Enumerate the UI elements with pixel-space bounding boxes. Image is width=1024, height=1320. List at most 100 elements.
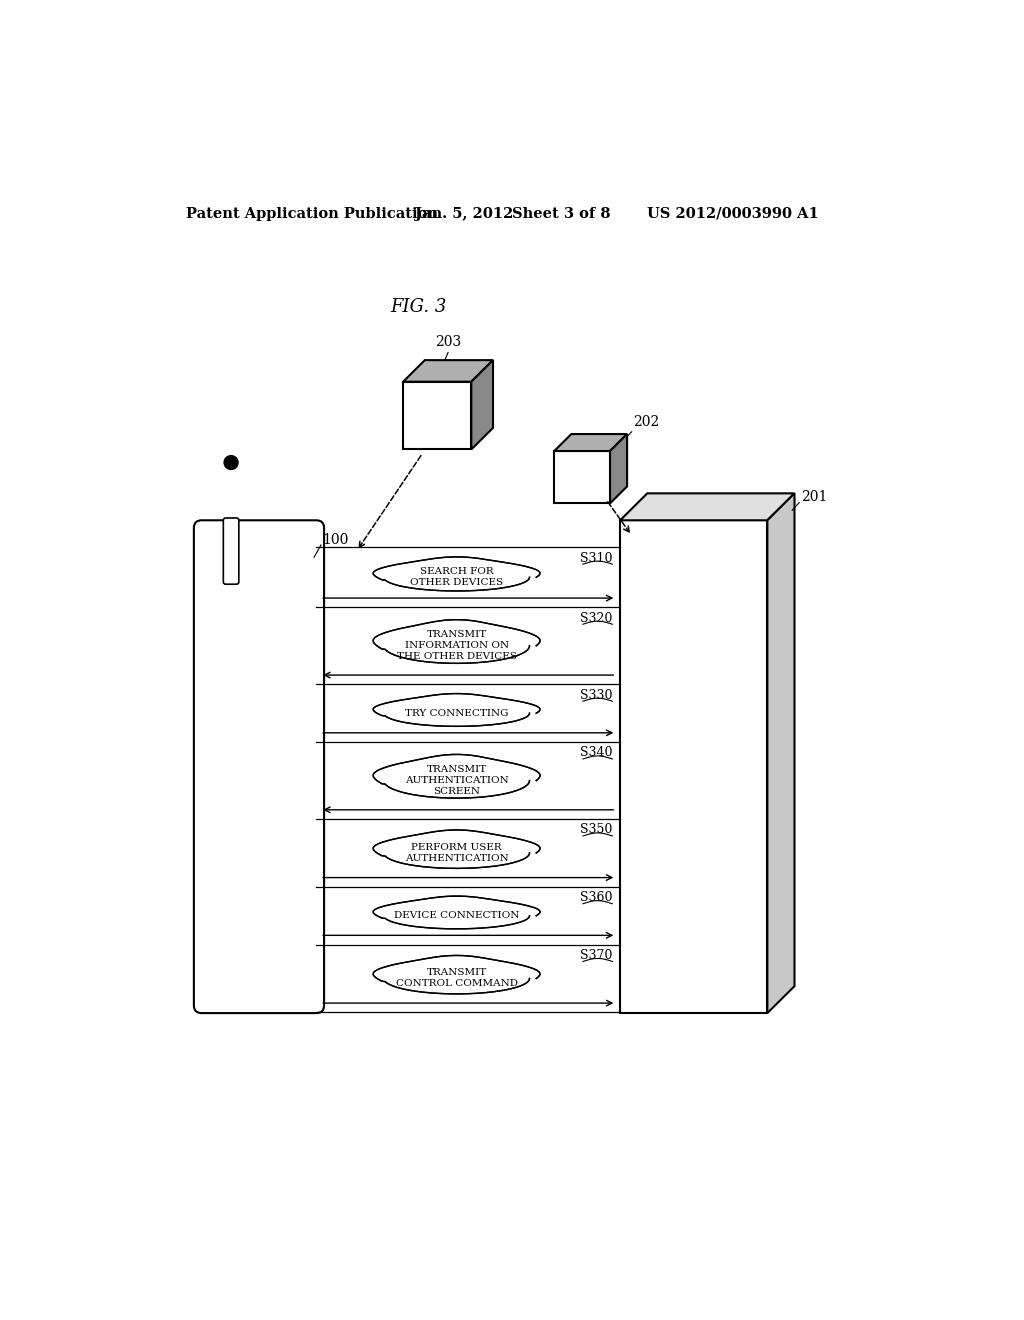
- Polygon shape: [554, 451, 610, 503]
- Ellipse shape: [434, 837, 479, 854]
- Polygon shape: [373, 830, 540, 869]
- Ellipse shape: [392, 702, 521, 725]
- Text: TRANSMIT
INFORMATION ON
THE OTHER DEVICES: TRANSMIT INFORMATION ON THE OTHER DEVICE…: [396, 630, 516, 661]
- Text: Jan. 5, 2012: Jan. 5, 2012: [415, 207, 513, 220]
- Ellipse shape: [392, 965, 521, 991]
- Ellipse shape: [395, 977, 433, 990]
- Polygon shape: [471, 360, 493, 449]
- Ellipse shape: [392, 631, 521, 661]
- Ellipse shape: [464, 902, 503, 916]
- Ellipse shape: [411, 763, 450, 781]
- Ellipse shape: [437, 577, 475, 587]
- Ellipse shape: [480, 644, 518, 659]
- Ellipse shape: [395, 713, 433, 722]
- Polygon shape: [373, 956, 540, 994]
- Text: S310: S310: [580, 552, 612, 565]
- Polygon shape: [373, 755, 540, 799]
- Ellipse shape: [437, 713, 475, 722]
- Ellipse shape: [411, 837, 450, 854]
- Polygon shape: [403, 360, 493, 381]
- Ellipse shape: [437, 779, 475, 793]
- Ellipse shape: [494, 902, 526, 916]
- Ellipse shape: [464, 564, 503, 578]
- Ellipse shape: [387, 564, 420, 578]
- Ellipse shape: [464, 628, 503, 647]
- Polygon shape: [610, 434, 627, 503]
- Text: S360: S360: [580, 891, 612, 904]
- Text: S340: S340: [580, 746, 612, 759]
- Polygon shape: [554, 434, 627, 451]
- Ellipse shape: [411, 962, 450, 979]
- Ellipse shape: [480, 915, 518, 925]
- Ellipse shape: [480, 713, 518, 722]
- Ellipse shape: [387, 902, 420, 916]
- Text: 100: 100: [323, 532, 349, 546]
- Ellipse shape: [395, 915, 433, 925]
- Ellipse shape: [494, 763, 526, 781]
- Ellipse shape: [411, 700, 450, 714]
- Ellipse shape: [387, 763, 420, 781]
- Ellipse shape: [411, 564, 450, 578]
- FancyBboxPatch shape: [223, 517, 239, 585]
- Text: Patent Application Publication: Patent Application Publication: [186, 207, 438, 220]
- Text: SEARCH FOR
OTHER DEVICES: SEARCH FOR OTHER DEVICES: [410, 568, 503, 587]
- Ellipse shape: [464, 700, 503, 714]
- Text: 201: 201: [801, 490, 827, 504]
- Ellipse shape: [494, 564, 526, 578]
- Text: FIG. 3: FIG. 3: [390, 298, 446, 315]
- Text: 202: 202: [633, 416, 659, 429]
- Ellipse shape: [464, 837, 503, 854]
- Ellipse shape: [392, 766, 521, 796]
- Ellipse shape: [437, 915, 475, 925]
- Ellipse shape: [392, 840, 521, 866]
- Ellipse shape: [387, 837, 420, 854]
- Text: S370: S370: [580, 949, 612, 962]
- Ellipse shape: [434, 902, 479, 916]
- Polygon shape: [373, 619, 540, 664]
- Text: US 2012/0003990 A1: US 2012/0003990 A1: [647, 207, 819, 220]
- Text: S330: S330: [580, 689, 612, 702]
- Ellipse shape: [395, 644, 433, 659]
- Text: TRY CONNECTING: TRY CONNECTING: [404, 709, 508, 718]
- Text: Sheet 3 of 8: Sheet 3 of 8: [512, 207, 610, 220]
- Ellipse shape: [395, 577, 433, 587]
- Text: TRANSMIT
CONTROL COMMAND: TRANSMIT CONTROL COMMAND: [395, 969, 517, 989]
- Ellipse shape: [494, 962, 526, 979]
- FancyBboxPatch shape: [194, 520, 324, 1014]
- Text: DEVICE CONNECTION: DEVICE CONNECTION: [394, 911, 519, 920]
- Ellipse shape: [434, 628, 479, 647]
- Ellipse shape: [387, 628, 420, 647]
- Polygon shape: [621, 494, 795, 520]
- Ellipse shape: [434, 564, 479, 578]
- Ellipse shape: [464, 962, 503, 979]
- Ellipse shape: [392, 565, 521, 589]
- Ellipse shape: [494, 700, 526, 714]
- Polygon shape: [767, 494, 795, 1014]
- Ellipse shape: [464, 763, 503, 781]
- Ellipse shape: [480, 977, 518, 990]
- Ellipse shape: [480, 779, 518, 793]
- Ellipse shape: [395, 851, 433, 863]
- Polygon shape: [373, 896, 540, 929]
- Ellipse shape: [434, 700, 479, 714]
- Ellipse shape: [434, 763, 479, 781]
- Ellipse shape: [437, 644, 475, 659]
- Ellipse shape: [387, 700, 420, 714]
- Polygon shape: [621, 520, 767, 1014]
- Ellipse shape: [434, 962, 479, 979]
- Text: S320: S320: [580, 611, 612, 624]
- Polygon shape: [373, 557, 540, 591]
- Text: 203: 203: [435, 335, 461, 350]
- Circle shape: [224, 455, 238, 470]
- Ellipse shape: [480, 851, 518, 863]
- Ellipse shape: [437, 851, 475, 863]
- Text: TRANSMIT
AUTHENTICATION
SCREEN: TRANSMIT AUTHENTICATION SCREEN: [404, 766, 509, 796]
- Ellipse shape: [494, 837, 526, 854]
- Text: PERFORM USER
AUTHENTICATION: PERFORM USER AUTHENTICATION: [404, 843, 509, 863]
- Ellipse shape: [494, 628, 526, 647]
- Ellipse shape: [395, 779, 433, 793]
- Polygon shape: [373, 693, 540, 726]
- Ellipse shape: [480, 577, 518, 587]
- Ellipse shape: [411, 902, 450, 916]
- Text: S350: S350: [580, 824, 612, 837]
